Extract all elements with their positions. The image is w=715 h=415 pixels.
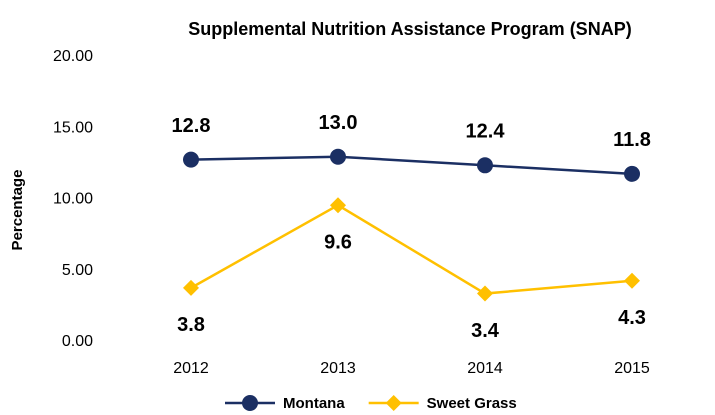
y-axis-label: Percentage <box>9 170 26 251</box>
point <box>477 285 493 302</box>
y-tick-label: 0.00 <box>62 333 93 350</box>
x-tick-label: 2015 <box>614 360 650 377</box>
x-tick-label: 2013 <box>320 360 356 377</box>
legend-marker <box>242 395 258 411</box>
data-label: 3.8 <box>177 314 205 336</box>
y-tick-label: 10.00 <box>53 191 93 208</box>
data-label: 3.4 <box>471 320 500 342</box>
x-tick-label: 2014 <box>467 360 503 377</box>
y-tick-label: 15.00 <box>53 119 93 136</box>
y-tick-label: 20.00 <box>53 48 93 65</box>
point <box>183 151 199 168</box>
data-label: 12.4 <box>466 121 506 143</box>
series-line <box>190 155 633 176</box>
point <box>330 148 346 165</box>
point <box>477 157 493 174</box>
series-line <box>190 203 633 295</box>
y-tick-label: 5.00 <box>62 262 93 279</box>
point <box>330 197 346 214</box>
legend-label: Montana <box>283 395 345 412</box>
x-tick-label: 2012 <box>173 360 209 377</box>
legend-marker <box>385 395 402 411</box>
point <box>183 279 199 296</box>
chart-title: Supplemental Nutrition Assistance Progra… <box>188 19 631 39</box>
legend-label: Sweet Grass <box>427 395 517 412</box>
data-label: 4.3 <box>618 307 646 329</box>
data-label: 13.0 <box>319 112 358 134</box>
data-label: 11.8 <box>613 129 651 151</box>
point <box>624 272 640 289</box>
data-label: 12.8 <box>172 115 211 137</box>
data-label: 9.6 <box>324 231 352 253</box>
point <box>624 165 640 182</box>
